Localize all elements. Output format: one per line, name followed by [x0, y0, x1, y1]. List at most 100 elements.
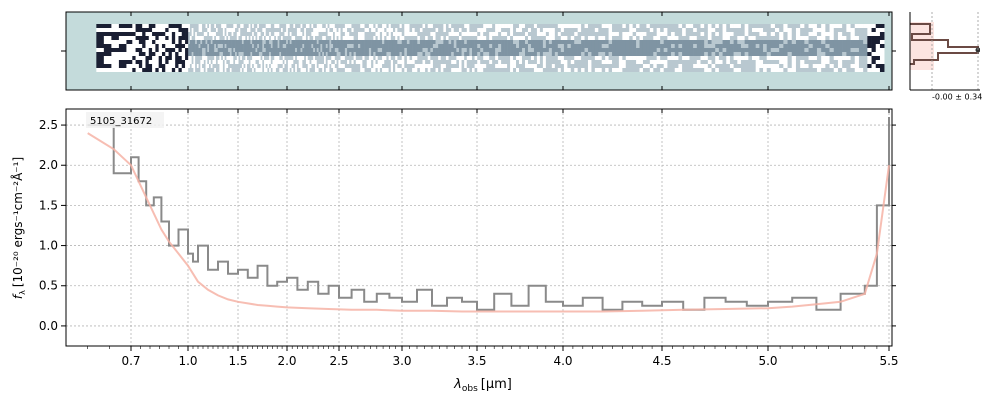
- spectrum-2d-pixel: [501, 56, 505, 60]
- spectrum-2d-pixel: [495, 52, 499, 56]
- spectrum-2d-pixel: [135, 56, 140, 60]
- spectrum-2d-pixel: [770, 52, 776, 56]
- flux-point: [528, 285, 529, 286]
- spectrum-2d-pixel: [329, 52, 332, 56]
- spectrum-2d-pixel: [395, 48, 398, 52]
- spectrum-2d-pixel: [313, 60, 316, 64]
- spectrum-2d-pixel: [808, 36, 814, 40]
- spectrum-2d-pixel: [275, 56, 278, 60]
- spectrum-2d-pixel: [103, 28, 112, 32]
- spectrum-2d-pixel: [300, 56, 303, 60]
- spectrum-2d-pixel: [412, 64, 416, 68]
- spectrum-2d-pixel: [399, 44, 403, 48]
- spectrum-2d-pixel: [722, 64, 727, 68]
- spectrum-2d-pixel: [766, 36, 772, 40]
- spectrum-2d-pixel: [171, 56, 176, 60]
- spectrum-2d-pixel: [689, 52, 694, 56]
- spectrum-2d-pixel: [253, 40, 256, 44]
- spectrum-2d-pixel: [704, 56, 709, 60]
- spectrum-2d-pixel: [711, 36, 716, 40]
- spectrum-2d-pixel: [427, 44, 431, 48]
- spectrum-2d-pixel: [248, 24, 251, 28]
- spectrum-2d-pixel: [253, 28, 256, 32]
- spectrum-2d-pixel: [329, 28, 332, 32]
- spectrum-2d-pixel: [445, 28, 449, 32]
- spectrum-2d-pixel: [510, 32, 514, 36]
- spectrum-2d-pixel: [282, 60, 285, 64]
- spectrum-2d-pixel: [233, 24, 236, 28]
- spectrum-2d-pixel: [342, 24, 346, 28]
- spectrum-2d-pixel: [574, 36, 578, 40]
- spectrum-2d-pixel: [486, 52, 490, 56]
- spectrum-2d-pixel: [489, 48, 493, 52]
- spectrum-2d-pixel: [867, 32, 872, 36]
- spectrum-2d-pixel: [269, 68, 272, 72]
- spectrum-2d-pixel: [707, 60, 712, 64]
- spectrum-2d-pixel: [636, 52, 640, 56]
- spectrum-2d-pixel: [409, 36, 413, 40]
- spectrum-2d-pixel: [281, 56, 284, 60]
- spectrum-2d-pixel: [171, 52, 176, 56]
- spectrum-2d-pixel: [498, 32, 502, 36]
- spectrum-2d-pixel: [238, 60, 241, 64]
- spectrum-2d-pixel: [461, 64, 465, 68]
- spectrum-2d-pixel: [298, 60, 301, 64]
- spectrum-2d-pixel: [615, 36, 620, 40]
- spectrum-2d-pixel: [653, 24, 658, 28]
- spectrum-2d-pixel: [334, 40, 337, 44]
- spectrum-2d-pixel: [791, 24, 797, 28]
- flux-point: [661, 301, 662, 302]
- spectrum-2d-pixel: [193, 28, 196, 32]
- spectrum-2d-pixel: [235, 32, 238, 36]
- spectrum-2d-pixel: [495, 40, 499, 44]
- spectrum-2d-pixel: [323, 44, 327, 48]
- spectrum-2d-pixel: [353, 68, 357, 72]
- spectrum-2d-pixel: [397, 64, 400, 68]
- spectrum-2d-pixel: [715, 24, 720, 28]
- spectrum-2d-pixel: [729, 44, 734, 48]
- spectrum-2d-pixel: [327, 36, 330, 40]
- spectrum-2d-pixel: [205, 24, 208, 28]
- spectrum-2d-pixel: [347, 24, 350, 28]
- spectrum-2d-pixel: [103, 56, 112, 60]
- spectrum-2d-pixel: [492, 64, 496, 68]
- spectrum-2d-pixel: [289, 52, 292, 56]
- spectrum-2d-pixel: [653, 52, 658, 56]
- spectrum-2d-pixel: [693, 40, 698, 44]
- spectrum-2d-pixel: [474, 56, 478, 60]
- spectrum-2d-pixel: [492, 60, 496, 64]
- spectrum-2d-pixel: [228, 64, 231, 68]
- spectrum-2d-pixel: [489, 64, 493, 68]
- spectrum-2d-pixel: [783, 64, 788, 68]
- spectrum-2d-pixel: [281, 44, 284, 48]
- spectrum-2d-pixel: [302, 68, 305, 72]
- spectrum-2d-pixel: [364, 56, 368, 60]
- spectrum-2d-pixel: [205, 36, 208, 40]
- spectrum-2d-pixel: [612, 68, 616, 72]
- spectrum-2d-pixel: [344, 24, 348, 28]
- spectrum-2d-pixel: [96, 68, 105, 72]
- spectrum-2d-pixel: [581, 60, 585, 64]
- spectrum-2d-pixel: [567, 52, 572, 56]
- spectrum-2d-pixel: [362, 28, 365, 32]
- spectrum-2d-pixel: [700, 32, 705, 36]
- spectrum-2d-pixel: [219, 68, 222, 72]
- spectrum-2d-pixel: [567, 40, 572, 44]
- spectrum-2d-pixel: [272, 36, 275, 40]
- spectrum-2d-pixel: [656, 36, 661, 40]
- spectrum-2d-pixel: [533, 44, 538, 48]
- spectrum-2d-pixel: [646, 28, 651, 32]
- spectrum-2d-pixel: [103, 44, 112, 48]
- spectrum-2d-pixel: [513, 40, 517, 44]
- spectrum-2d-pixel: [302, 52, 305, 56]
- spectrum-2d-pixel: [752, 52, 756, 56]
- spectrum-2d-pixel: [215, 56, 218, 60]
- spectrum-2d-pixel: [748, 36, 753, 40]
- spectrum-2d-pixel: [474, 32, 478, 36]
- spectrum-2d-pixel: [336, 56, 339, 60]
- spectrum-2d-pixel: [366, 32, 370, 36]
- spectrum-2d-pixel: [320, 60, 323, 64]
- spectrum-2d-pixel: [331, 56, 334, 60]
- spectrum-2d-pixel: [212, 40, 215, 44]
- spectrum-2d-pixel: [545, 40, 550, 44]
